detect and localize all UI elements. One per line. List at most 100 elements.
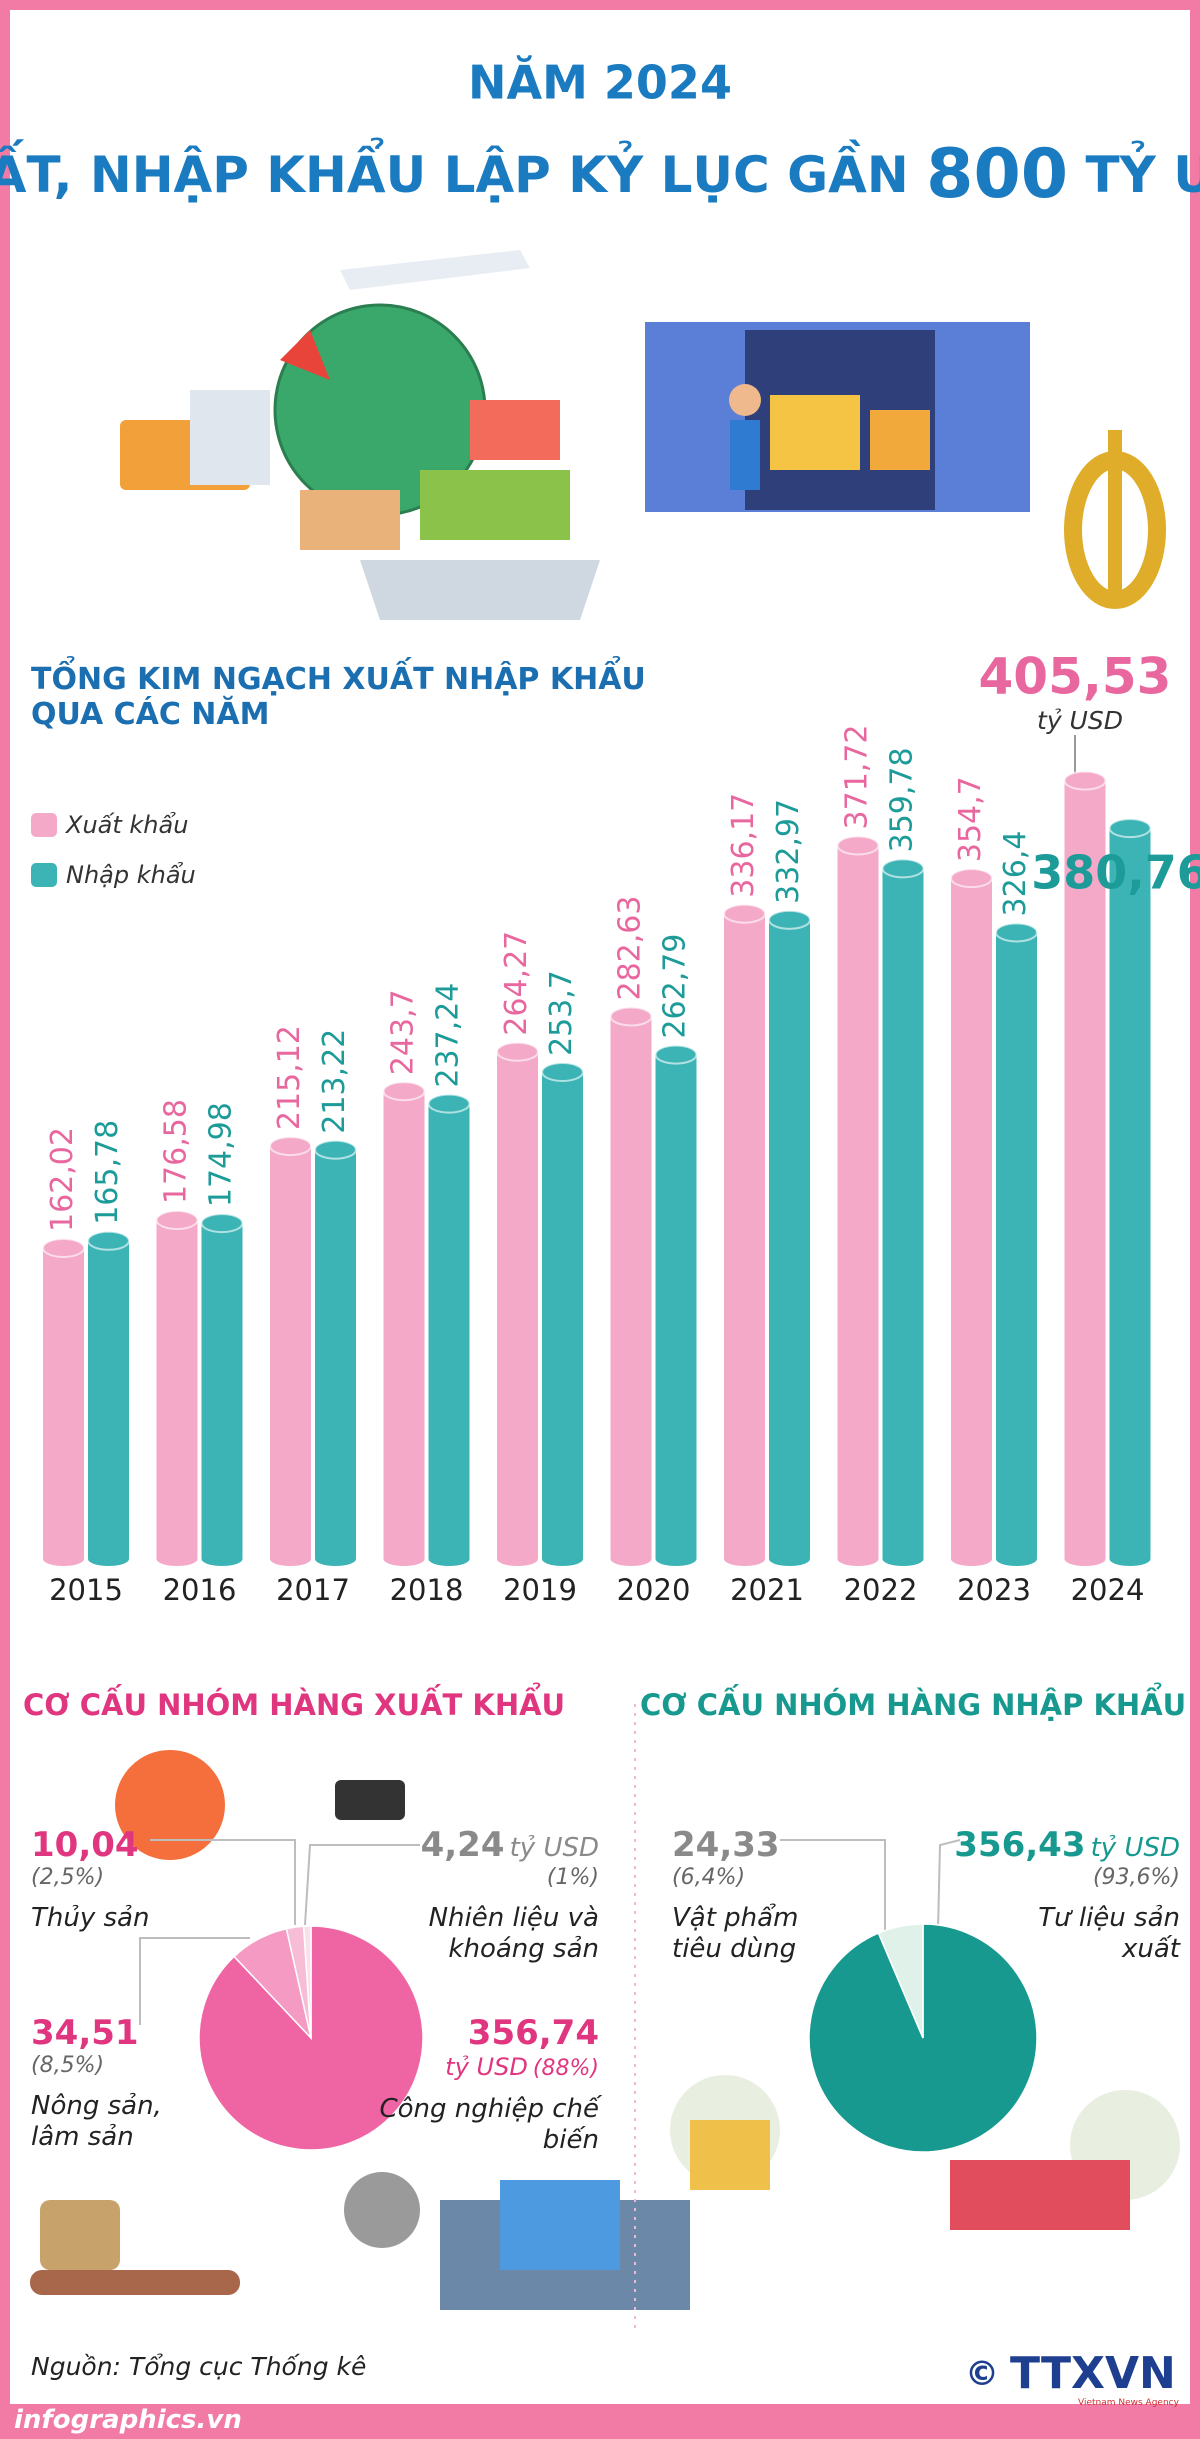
bar-base [655, 1552, 697, 1566]
bar-base [270, 1552, 311, 1566]
x-tick-label: 2020 [617, 1573, 691, 1607]
value-label: 253,7 [544, 970, 579, 1056]
bar [383, 1091, 425, 1559]
slice-share: (1%) [546, 1865, 599, 1891]
slice-share: (6,4%) [672, 1865, 746, 1891]
bar-base [201, 1552, 243, 1566]
bar-cap [382, 1081, 426, 1102]
bar-cap [87, 1230, 130, 1251]
bar [769, 919, 810, 1559]
legend-swatch [31, 863, 57, 887]
slice-value: 24,33 [672, 1825, 780, 1865]
header-subtitle: XUẤT, NHẬP KHẨU LẬP KỶ LỤC GẦN 800 TỶ US… [0, 135, 1200, 214]
bar-cap [155, 1210, 199, 1231]
bar [43, 1248, 84, 1559]
bar-cap [42, 1238, 85, 1259]
slice-value: 356,43 [954, 1825, 1086, 1865]
value-label: 359,78 [885, 747, 920, 852]
bar [951, 878, 992, 1559]
bar [156, 1220, 198, 1559]
value-label: 262,79 [658, 934, 693, 1039]
bar-base [43, 1552, 84, 1566]
bar-cap [314, 1139, 357, 1160]
value-label: 176,58 [159, 1099, 194, 1204]
bar [1064, 780, 1106, 1559]
value-label: 215,12 [272, 1025, 307, 1130]
bar-base [996, 1552, 1037, 1566]
slice-name: Vật phẩm tiêu dùng [672, 1903, 799, 1964]
value-label: 332,97 [771, 799, 806, 904]
illustration [30, 250, 1180, 2310]
bar [542, 1072, 583, 1559]
value-label: 326,4 [998, 831, 1033, 917]
bar-cap [881, 858, 925, 879]
slice-share: (93,6%) [1092, 1865, 1180, 1891]
bar-base [383, 1552, 425, 1566]
bar-base [882, 1552, 924, 1566]
slice-share: (2,5%) [31, 1865, 105, 1891]
pie-label: 356,74 tỷ USD (88%) Công nghiệp chế biến [349, 2013, 599, 2155]
x-tick-label: 2017 [276, 1573, 350, 1607]
bar [882, 868, 924, 1559]
slice-unit: tỷ USD [1090, 1833, 1180, 1863]
x-tick-label: 2018 [390, 1573, 464, 1607]
bar-cap [1108, 818, 1152, 839]
value-label: 162,02 [45, 1127, 80, 1232]
bar [610, 1016, 652, 1559]
slice-share: (8,5%) [31, 2053, 105, 2079]
bar-cap [768, 909, 811, 930]
x-tick-label: 2021 [730, 1573, 804, 1607]
bar [88, 1240, 129, 1559]
x-tick-label: 2024 [1071, 1573, 1145, 1607]
legend-label: Nhập khẩu [66, 861, 196, 889]
slice-share: (88%) [532, 2056, 599, 2082]
x-tick-label: 2015 [49, 1573, 123, 1607]
value-label: 371,72 [840, 724, 875, 829]
bar [428, 1103, 470, 1559]
pie-slice [302, 1925, 312, 2039]
bar-base [1109, 1552, 1151, 1566]
bar-cap [836, 835, 880, 856]
site: infographics.vn [14, 2405, 242, 2435]
bar [270, 1146, 311, 1559]
value-label: 380,76 [1031, 846, 1200, 900]
bar-cap [723, 903, 766, 924]
subtitle-part: XUẤT, NHẬP KHẨU LẬP KỶ LỤC GẦN [0, 137, 909, 204]
value-label: 237,24 [431, 983, 466, 1088]
bar-cap [496, 1041, 539, 1062]
slice-value: 4,24 [420, 1825, 505, 1865]
source: Nguồn: Tổng cục Thống kê [31, 2352, 367, 2381]
slice-unit: tỷ USD [445, 2053, 528, 2082]
bar-chart-title: TỔNG KIM NGẠCH XUẤT NHẬP KHẨU QUA CÁC NĂ… [31, 662, 646, 733]
copyright: © [965, 2354, 999, 2394]
slice-name: Nhiên liệu và khoáng sản [428, 1903, 599, 1964]
bar-cap [654, 1044, 698, 1065]
pie-label: 356,43 tỷ USD (93,6%) Tư liệu sản xuất [954, 1825, 1180, 1964]
x-tick-label: 2022 [844, 1573, 918, 1607]
pie-label: 34,51 (8,5%) Nông sản, lâm sản [31, 2013, 201, 2152]
value-label: 174,98 [204, 1102, 239, 1207]
legend-label: Xuất khẩu [64, 811, 188, 839]
pie-label: 4,24 tỷ USD (1%) Nhiên liệu và khoáng sản [399, 1825, 599, 1964]
slice-name: Công nghiệp chế biến [379, 2094, 599, 2155]
value-label: 243,7 [386, 989, 421, 1075]
bar-base [769, 1552, 810, 1566]
bar-cap [200, 1213, 244, 1234]
slice-name: Nông sản, lâm sản [31, 2091, 162, 2152]
bar [497, 1051, 538, 1559]
slice-name: Tư liệu sản xuất [1038, 1903, 1180, 1964]
header-title: NĂM 2024 [468, 55, 732, 110]
bar-cap [950, 868, 993, 889]
bar-cap [269, 1136, 312, 1157]
bar [724, 913, 765, 1559]
pie-label: 10,04 (2,5%) Thủy sản [31, 1825, 231, 1934]
bar [655, 1054, 697, 1559]
bar-base [610, 1552, 652, 1566]
value-label: 354,7 [953, 776, 988, 862]
value-label: 405,53 [979, 648, 1172, 706]
bar [837, 845, 879, 1559]
leader-lines [139, 1839, 961, 2025]
bar-cap [609, 1006, 653, 1027]
